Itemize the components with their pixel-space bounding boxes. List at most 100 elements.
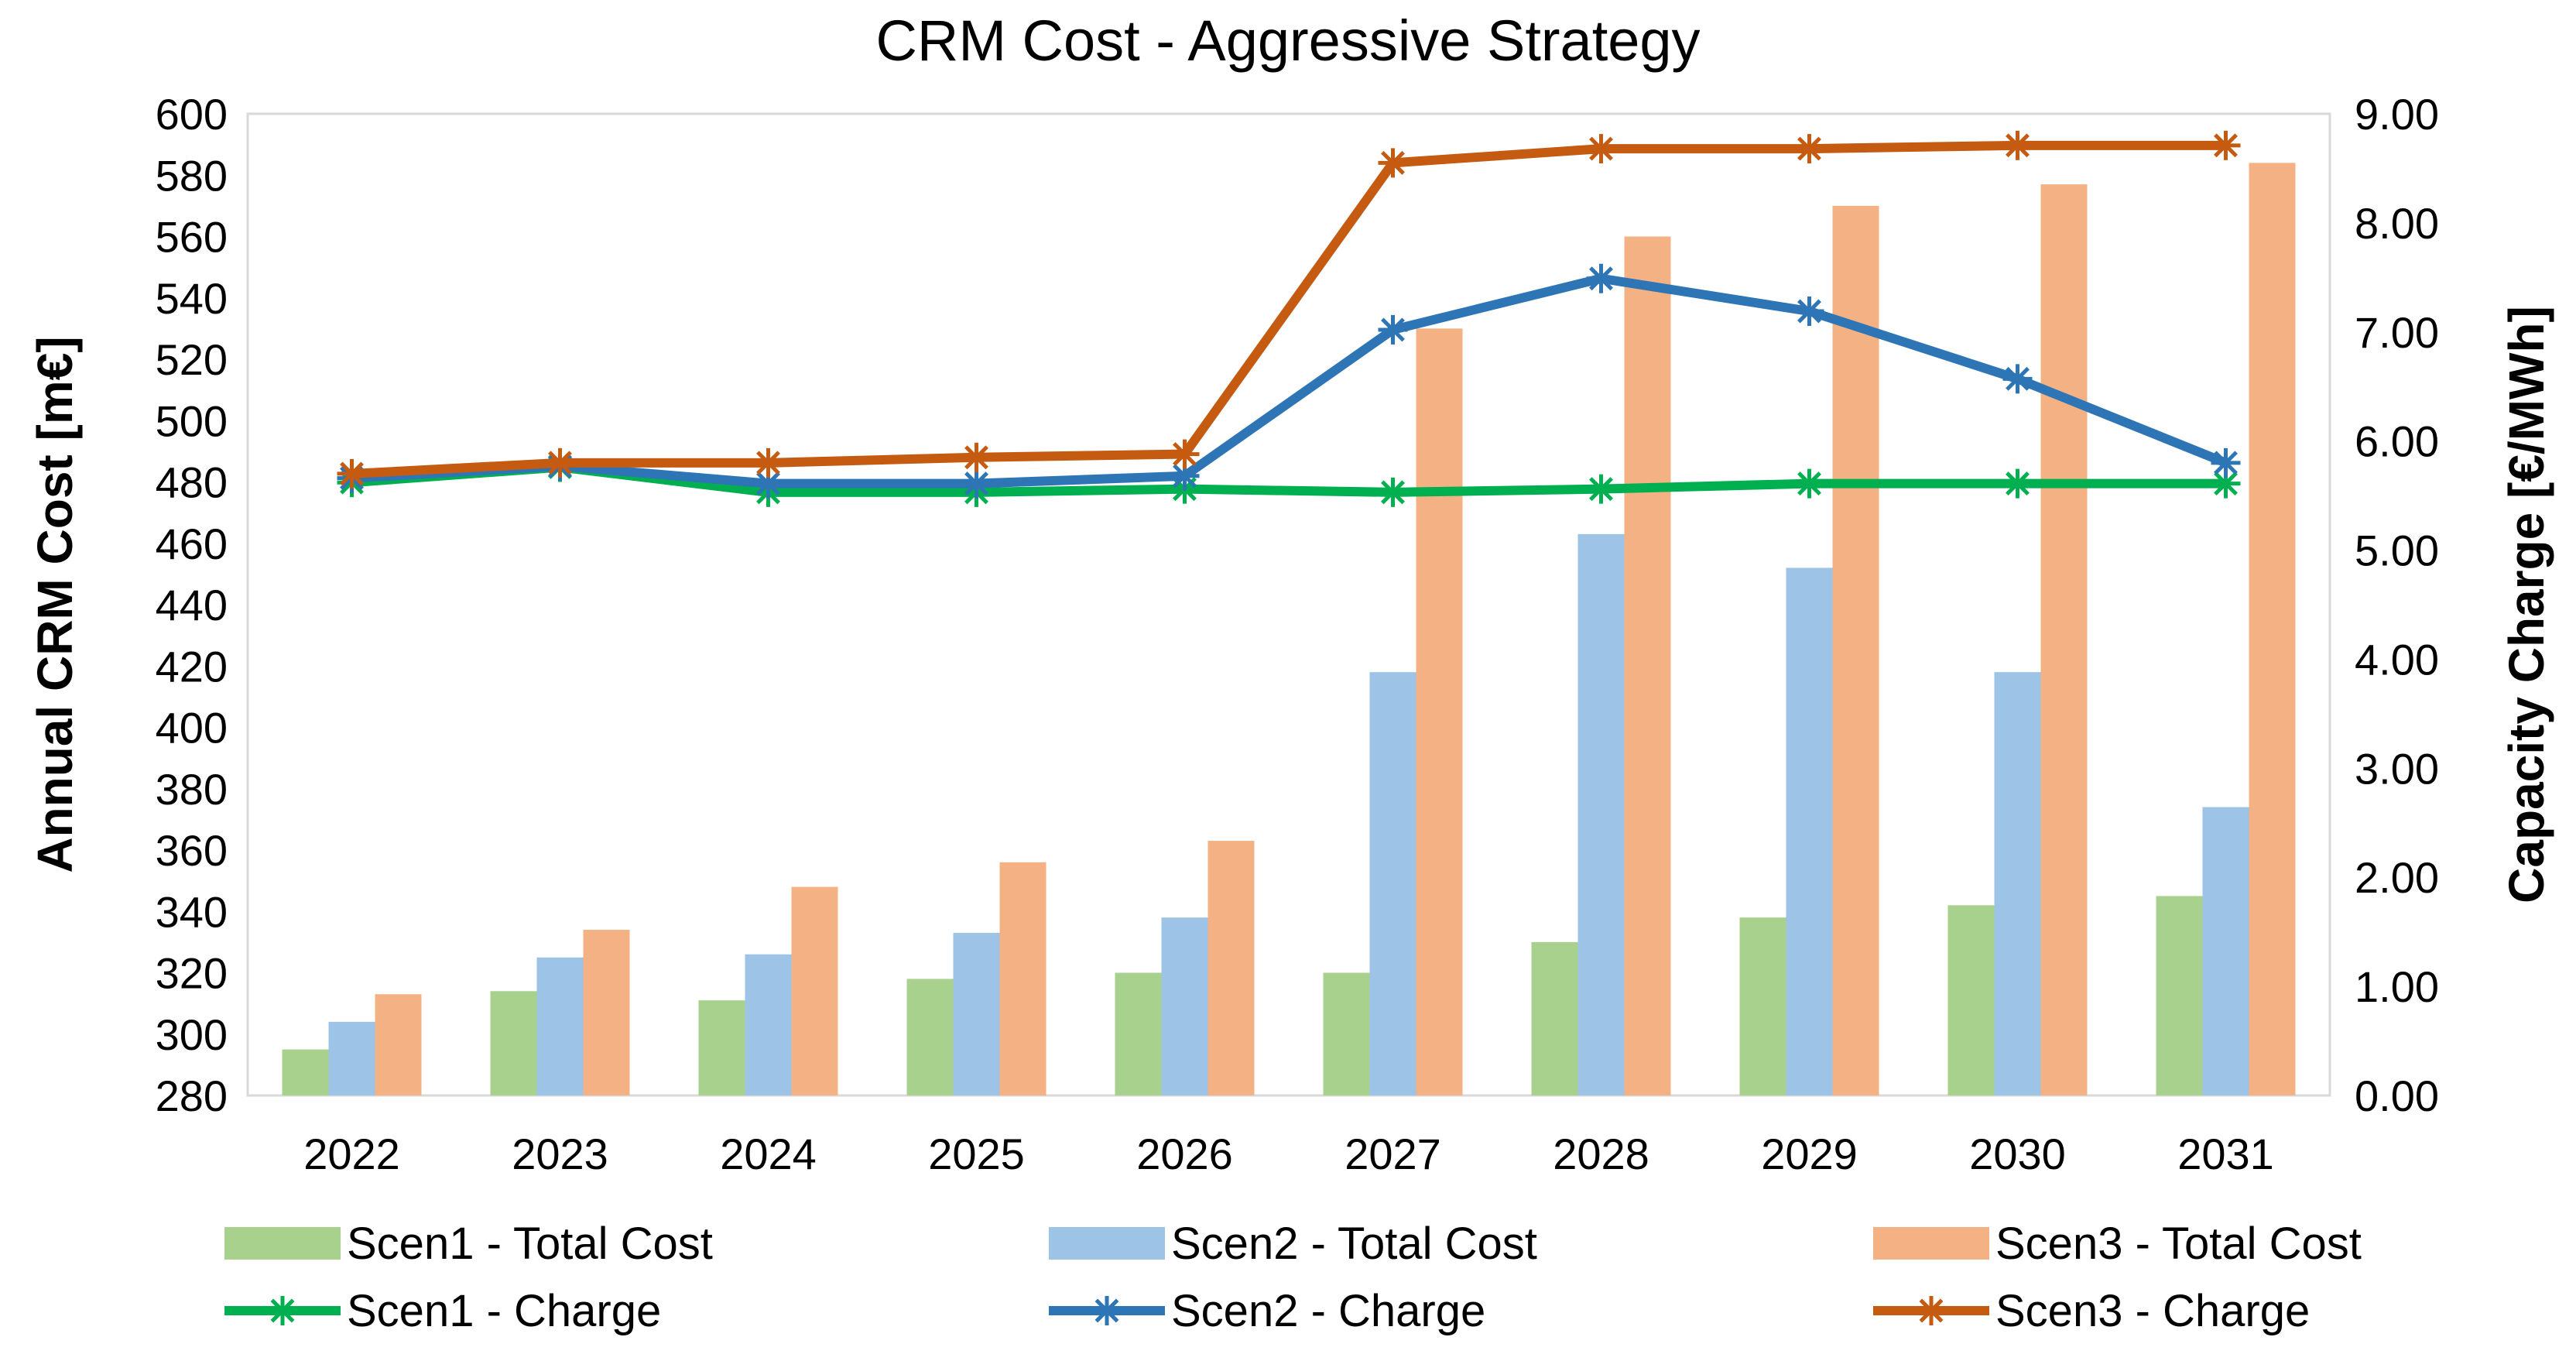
legend-label: Scen2 - Charge <box>1171 1286 1485 1336</box>
marker-stroke <box>1797 471 1821 496</box>
marker-stroke <box>1381 317 1405 342</box>
y-tick-label: 540 <box>156 274 228 323</box>
marker-stroke <box>2214 471 2238 496</box>
marker-scen3-charge <box>1378 148 1408 178</box>
bar-scen2-total-cost <box>1786 567 1833 1095</box>
bar-scen3-total-cost <box>1832 205 1879 1095</box>
x-tick-label: 2023 <box>512 1130 608 1178</box>
bar-scen2-total-cost <box>328 1021 375 1095</box>
y-tick-label: 300 <box>156 1010 228 1059</box>
y-tick-label: 420 <box>156 642 228 691</box>
bar-scen1-total-cost <box>490 991 537 1095</box>
marker-scen3-charge <box>545 447 575 478</box>
y2-tick-label: 1.00 <box>2355 962 2439 1011</box>
x-tick-label: 2025 <box>928 1130 1025 1178</box>
bar-scen3-total-cost <box>583 930 630 1095</box>
legend-swatch-scen3-total-cost <box>1873 1227 1989 1260</box>
marker-scen3-charge <box>1170 439 1200 469</box>
marker-scen2-charge <box>2002 364 2033 394</box>
bar-scen2-total-cost <box>953 932 1000 1095</box>
marker-stroke <box>1173 464 1197 489</box>
marker-scen1-charge <box>1794 468 1824 499</box>
lines <box>337 130 2241 507</box>
y-tick-label: 580 <box>156 151 228 200</box>
marker-scen2-charge <box>961 468 992 499</box>
bar-scen2-total-cost <box>1369 672 1416 1095</box>
x-tick-label: 2024 <box>720 1130 817 1178</box>
bar-scen2-total-cost <box>745 954 792 1095</box>
y-tick-label: 500 <box>156 396 228 445</box>
y-tick-label: 440 <box>156 581 228 629</box>
marker-scen3-charge <box>2211 130 2241 160</box>
bar-scen1-total-cost <box>698 1000 745 1095</box>
legend-label: Scen3 - Total Cost <box>1995 1219 2362 1269</box>
bar-scen3-total-cost <box>1208 841 1255 1095</box>
y-tick-label: 320 <box>156 949 228 998</box>
bars <box>282 163 2296 1096</box>
y2-tick-label: 4.00 <box>2355 635 2439 684</box>
marker-stroke <box>964 445 988 470</box>
marker-stroke <box>1173 442 1197 467</box>
x-tick-label: 2028 <box>1553 1130 1649 1178</box>
marker-stroke <box>1381 480 1405 505</box>
bar-scen3-total-cost <box>375 994 422 1095</box>
bar-scen2-total-cost <box>536 957 584 1095</box>
bar-scen3-total-cost <box>2249 163 2296 1095</box>
bar-scen1-total-cost <box>1739 917 1786 1095</box>
marker-stroke <box>2006 471 2030 496</box>
x-tick-label: 2031 <box>2177 1130 2274 1178</box>
y-axis-label: Annual CRM Cost [m€] <box>27 336 83 872</box>
bar-scen2-total-cost <box>1161 917 1208 1095</box>
y2-tick-label: 0.00 <box>2355 1071 2439 1120</box>
marker-stroke <box>340 461 364 486</box>
marker-scen3-charge <box>961 442 992 472</box>
bar-scen1-total-cost <box>1115 972 1162 1095</box>
y2-tick-label: 3.00 <box>2355 744 2439 793</box>
marker-stroke <box>2006 366 2030 391</box>
y2-tick-label: 5.00 <box>2355 526 2439 575</box>
y2-tick-label: 9.00 <box>2355 90 2439 139</box>
marker-stroke <box>1589 266 1613 291</box>
bar-scen3-total-cost <box>791 886 838 1095</box>
legend-marker-scen1-charge <box>268 1296 297 1325</box>
y-tick-label: 340 <box>156 887 228 936</box>
bar-scen2-total-cost <box>2202 807 2249 1095</box>
legend-swatch-scen1-total-cost <box>224 1227 341 1260</box>
y-tick-label: 520 <box>156 335 228 384</box>
y2-tick-label: 6.00 <box>2355 417 2439 466</box>
legend: Scen1 - Total Cost Scen2 - Total Cost Scen… <box>224 1219 2362 1336</box>
marker-scen2-charge <box>1794 297 1824 327</box>
marker-stroke <box>548 451 572 475</box>
marker-scen1-charge <box>2002 468 2033 499</box>
legend-label: Scen3 - Charge <box>1995 1286 2310 1336</box>
marker-scen1-charge <box>1586 474 1616 504</box>
x-tick-label: 2026 <box>1136 1130 1233 1178</box>
legend-label: Scen1 - Charge <box>347 1286 661 1336</box>
marker-scen3-charge <box>337 458 367 489</box>
bar-scen3-total-cost <box>999 862 1046 1095</box>
marker-scen1-charge <box>1378 477 1408 507</box>
y2-tick-label: 2.00 <box>2355 853 2439 902</box>
marker-stroke <box>1381 150 1405 175</box>
y-tick-label: 460 <box>156 519 228 568</box>
bar-scen1-total-cost <box>1531 941 1578 1095</box>
marker-stroke <box>756 471 780 496</box>
x-tick-label: 2029 <box>1761 1130 1858 1178</box>
bar-scen1-total-cost <box>282 1049 329 1095</box>
x-tick-label: 2022 <box>303 1130 400 1178</box>
y-tick-label: 560 <box>156 213 228 262</box>
marker-scen3-charge <box>1794 134 1824 164</box>
marker-stroke <box>270 1298 295 1323</box>
marker-scen3-charge <box>2002 130 2033 160</box>
x-tick-label: 2027 <box>1345 1130 1441 1178</box>
bar-scen3-total-cost <box>1624 236 1671 1095</box>
line-scen2-charge <box>351 273 2228 489</box>
marker-stroke <box>1919 1298 1944 1323</box>
x-axis-ticks: 2022 2023 2024 2025 2026 2027 2028 2029 2030 2031 <box>303 1130 2274 1178</box>
bar-scen3-total-cost <box>2040 184 2088 1096</box>
y-tick-label: 360 <box>156 826 228 875</box>
y2-tick-label: 8.00 <box>2355 199 2439 248</box>
marker-stroke <box>1797 299 1821 324</box>
bar-scen2-total-cost <box>1577 533 1625 1095</box>
